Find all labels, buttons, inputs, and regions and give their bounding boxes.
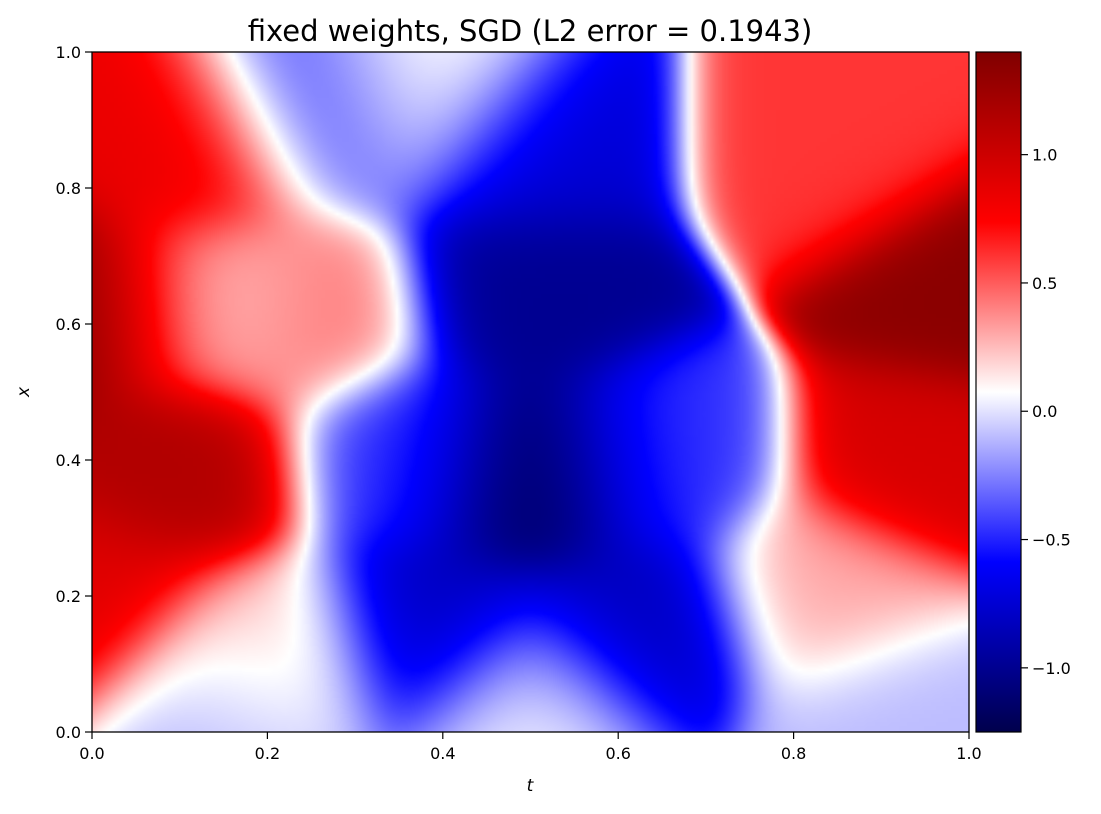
x-tick-label: 0.0 <box>79 744 104 763</box>
colorbar-frame <box>975 51 1022 733</box>
y-tick-label: 0.0 <box>56 723 81 742</box>
y-tick-label: 1.0 <box>56 43 81 62</box>
y-axis: 0.0 0.2 0.4 0.6 0.8 1.0 <box>56 43 92 742</box>
chart-title: fixed weights, SGD (L2 error = 0.1943) <box>248 14 813 48</box>
y-axis-label: x <box>14 386 34 398</box>
y-tick-label: 0.6 <box>56 315 81 334</box>
x-tick-label: 0.2 <box>255 744 280 763</box>
y-tick-label: 0.8 <box>56 179 81 198</box>
colorbar-tick-label: 1.0 <box>1032 146 1057 165</box>
colorbar-tick-label: −1.0 <box>1032 659 1071 678</box>
heatmap-image <box>92 52 969 732</box>
y-tick-label: 0.4 <box>56 451 81 470</box>
colorbar-gradient <box>976 52 1021 732</box>
x-tick-label: 0.8 <box>781 744 806 763</box>
colorbar: −1.0 −0.5 0.0 0.5 1.0 <box>975 51 1071 733</box>
x-tick-label: 1.0 <box>956 744 981 763</box>
colorbar-ticks: −1.0 −0.5 0.0 0.5 1.0 <box>1021 146 1071 678</box>
x-axis: 0.0 0.2 0.4 0.6 0.8 1.0 <box>79 732 982 763</box>
x-tick-label: 0.6 <box>605 744 630 763</box>
colorbar-tick-label: −0.5 <box>1032 531 1071 550</box>
plot-area <box>91 51 970 733</box>
colorbar-tick-label: 0.0 <box>1032 402 1057 421</box>
plot-frame <box>91 51 970 733</box>
x-axis-label: t <box>527 776 535 796</box>
colorbar-tick-label: 0.5 <box>1032 274 1057 293</box>
x-tick-label: 0.4 <box>430 744 455 763</box>
y-tick-label: 0.2 <box>56 587 81 606</box>
